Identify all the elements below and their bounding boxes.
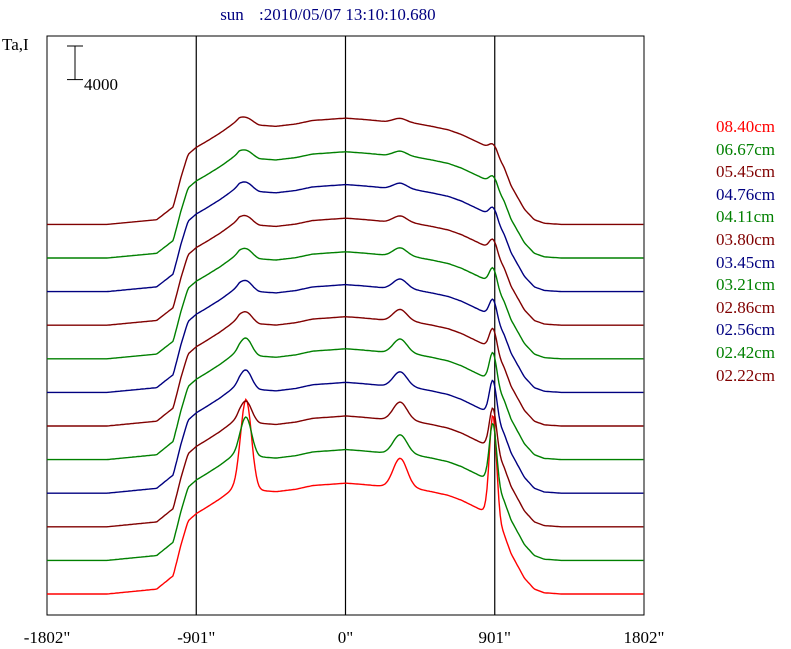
legend-item: 02.42cm <box>716 342 776 362</box>
legend-item: 05.45cm <box>716 162 776 182</box>
series-group <box>47 116 644 595</box>
legend-item: 02.86cm <box>716 297 776 317</box>
series-line-04-76cm <box>47 369 644 494</box>
scale-bar-label: 4000 <box>84 75 118 94</box>
legend-item: 02.56cm <box>716 320 776 340</box>
series-line-04-11cm <box>47 337 644 461</box>
series-line-06-67cm <box>47 416 644 562</box>
series-line-02-42cm <box>47 149 644 259</box>
legend-item: 03.45cm <box>716 252 776 272</box>
series-line-03-80cm <box>47 308 644 427</box>
y-axis-label: Ta,I <box>2 35 29 54</box>
legend-item: 04.76cm <box>716 184 776 204</box>
legend-item: 04.11cm <box>716 207 775 227</box>
series-line-03-21cm <box>47 247 644 360</box>
series-line-03-45cm <box>47 278 644 394</box>
legend-item: 06.67cm <box>716 139 776 159</box>
legend-item: 03.21cm <box>716 275 776 295</box>
series-line-02-22cm <box>47 116 644 226</box>
source-label: sun <box>220 5 244 24</box>
x-tick-label: 1802" <box>624 628 665 647</box>
timestamp-label: :2010/05/07 13:10:10.680 <box>259 5 436 24</box>
series-line-05-45cm <box>47 400 644 528</box>
legend-item: 02.22cm <box>716 365 776 385</box>
legend: 08.40cm 06.67cm 05.45cm 04.76cm 04.11cm 03.80… <box>716 116 791 387</box>
scale-bar <box>67 45 83 81</box>
series-line-02-86cm <box>47 214 644 326</box>
legend-item: 03.80cm <box>716 229 776 249</box>
series-line-02-56cm <box>47 181 644 293</box>
series-line-08-40cm <box>47 398 644 595</box>
reference-lines <box>195 36 496 615</box>
x-tick-label: 0" <box>338 628 353 647</box>
x-tick-label: -1802" <box>24 628 71 647</box>
x-tick-label: -901" <box>177 628 215 647</box>
x-tick-label: 901" <box>479 628 511 647</box>
legend-item: 08.40cm <box>716 117 776 136</box>
x-axis-ticks: -1802" -901" 0" 901" 1802" <box>24 628 665 647</box>
